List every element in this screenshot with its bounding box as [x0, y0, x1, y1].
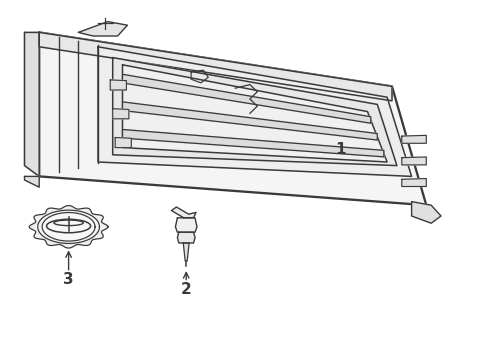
Text: 3: 3 — [63, 272, 74, 287]
Text: 1: 1 — [335, 142, 346, 157]
Polygon shape — [122, 102, 377, 140]
Polygon shape — [402, 179, 426, 186]
Polygon shape — [29, 206, 108, 248]
Polygon shape — [115, 138, 131, 148]
Polygon shape — [402, 135, 426, 143]
Polygon shape — [412, 202, 441, 223]
Polygon shape — [113, 109, 129, 119]
Polygon shape — [39, 32, 426, 205]
Polygon shape — [122, 130, 384, 157]
Polygon shape — [172, 207, 196, 218]
Text: 2: 2 — [181, 282, 192, 297]
Polygon shape — [122, 74, 371, 123]
Polygon shape — [42, 212, 95, 241]
Polygon shape — [24, 176, 39, 187]
Polygon shape — [177, 232, 195, 243]
Polygon shape — [110, 80, 126, 90]
Polygon shape — [122, 65, 387, 162]
Polygon shape — [98, 47, 412, 176]
Polygon shape — [38, 210, 99, 243]
Polygon shape — [113, 58, 397, 166]
Polygon shape — [24, 32, 39, 176]
Polygon shape — [183, 243, 189, 261]
Polygon shape — [175, 218, 197, 232]
Polygon shape — [78, 22, 127, 36]
Polygon shape — [39, 32, 392, 101]
Polygon shape — [402, 157, 426, 165]
